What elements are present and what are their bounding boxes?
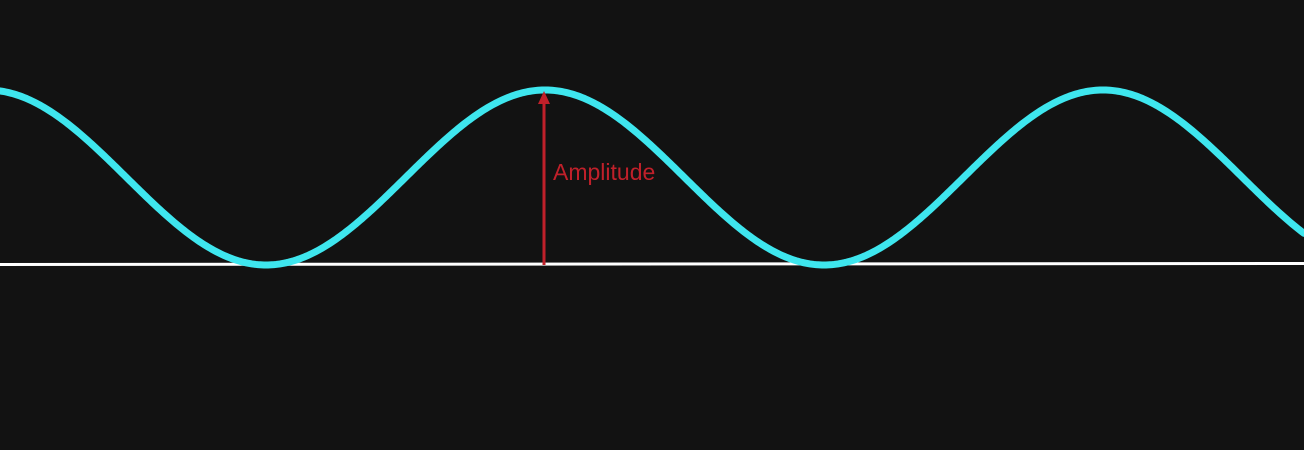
amplitude-arrow-head bbox=[538, 91, 550, 104]
sine-wave bbox=[0, 86, 1304, 269]
amplitude-label: Amplitude bbox=[553, 159, 655, 185]
baseline bbox=[0, 262, 1304, 266]
